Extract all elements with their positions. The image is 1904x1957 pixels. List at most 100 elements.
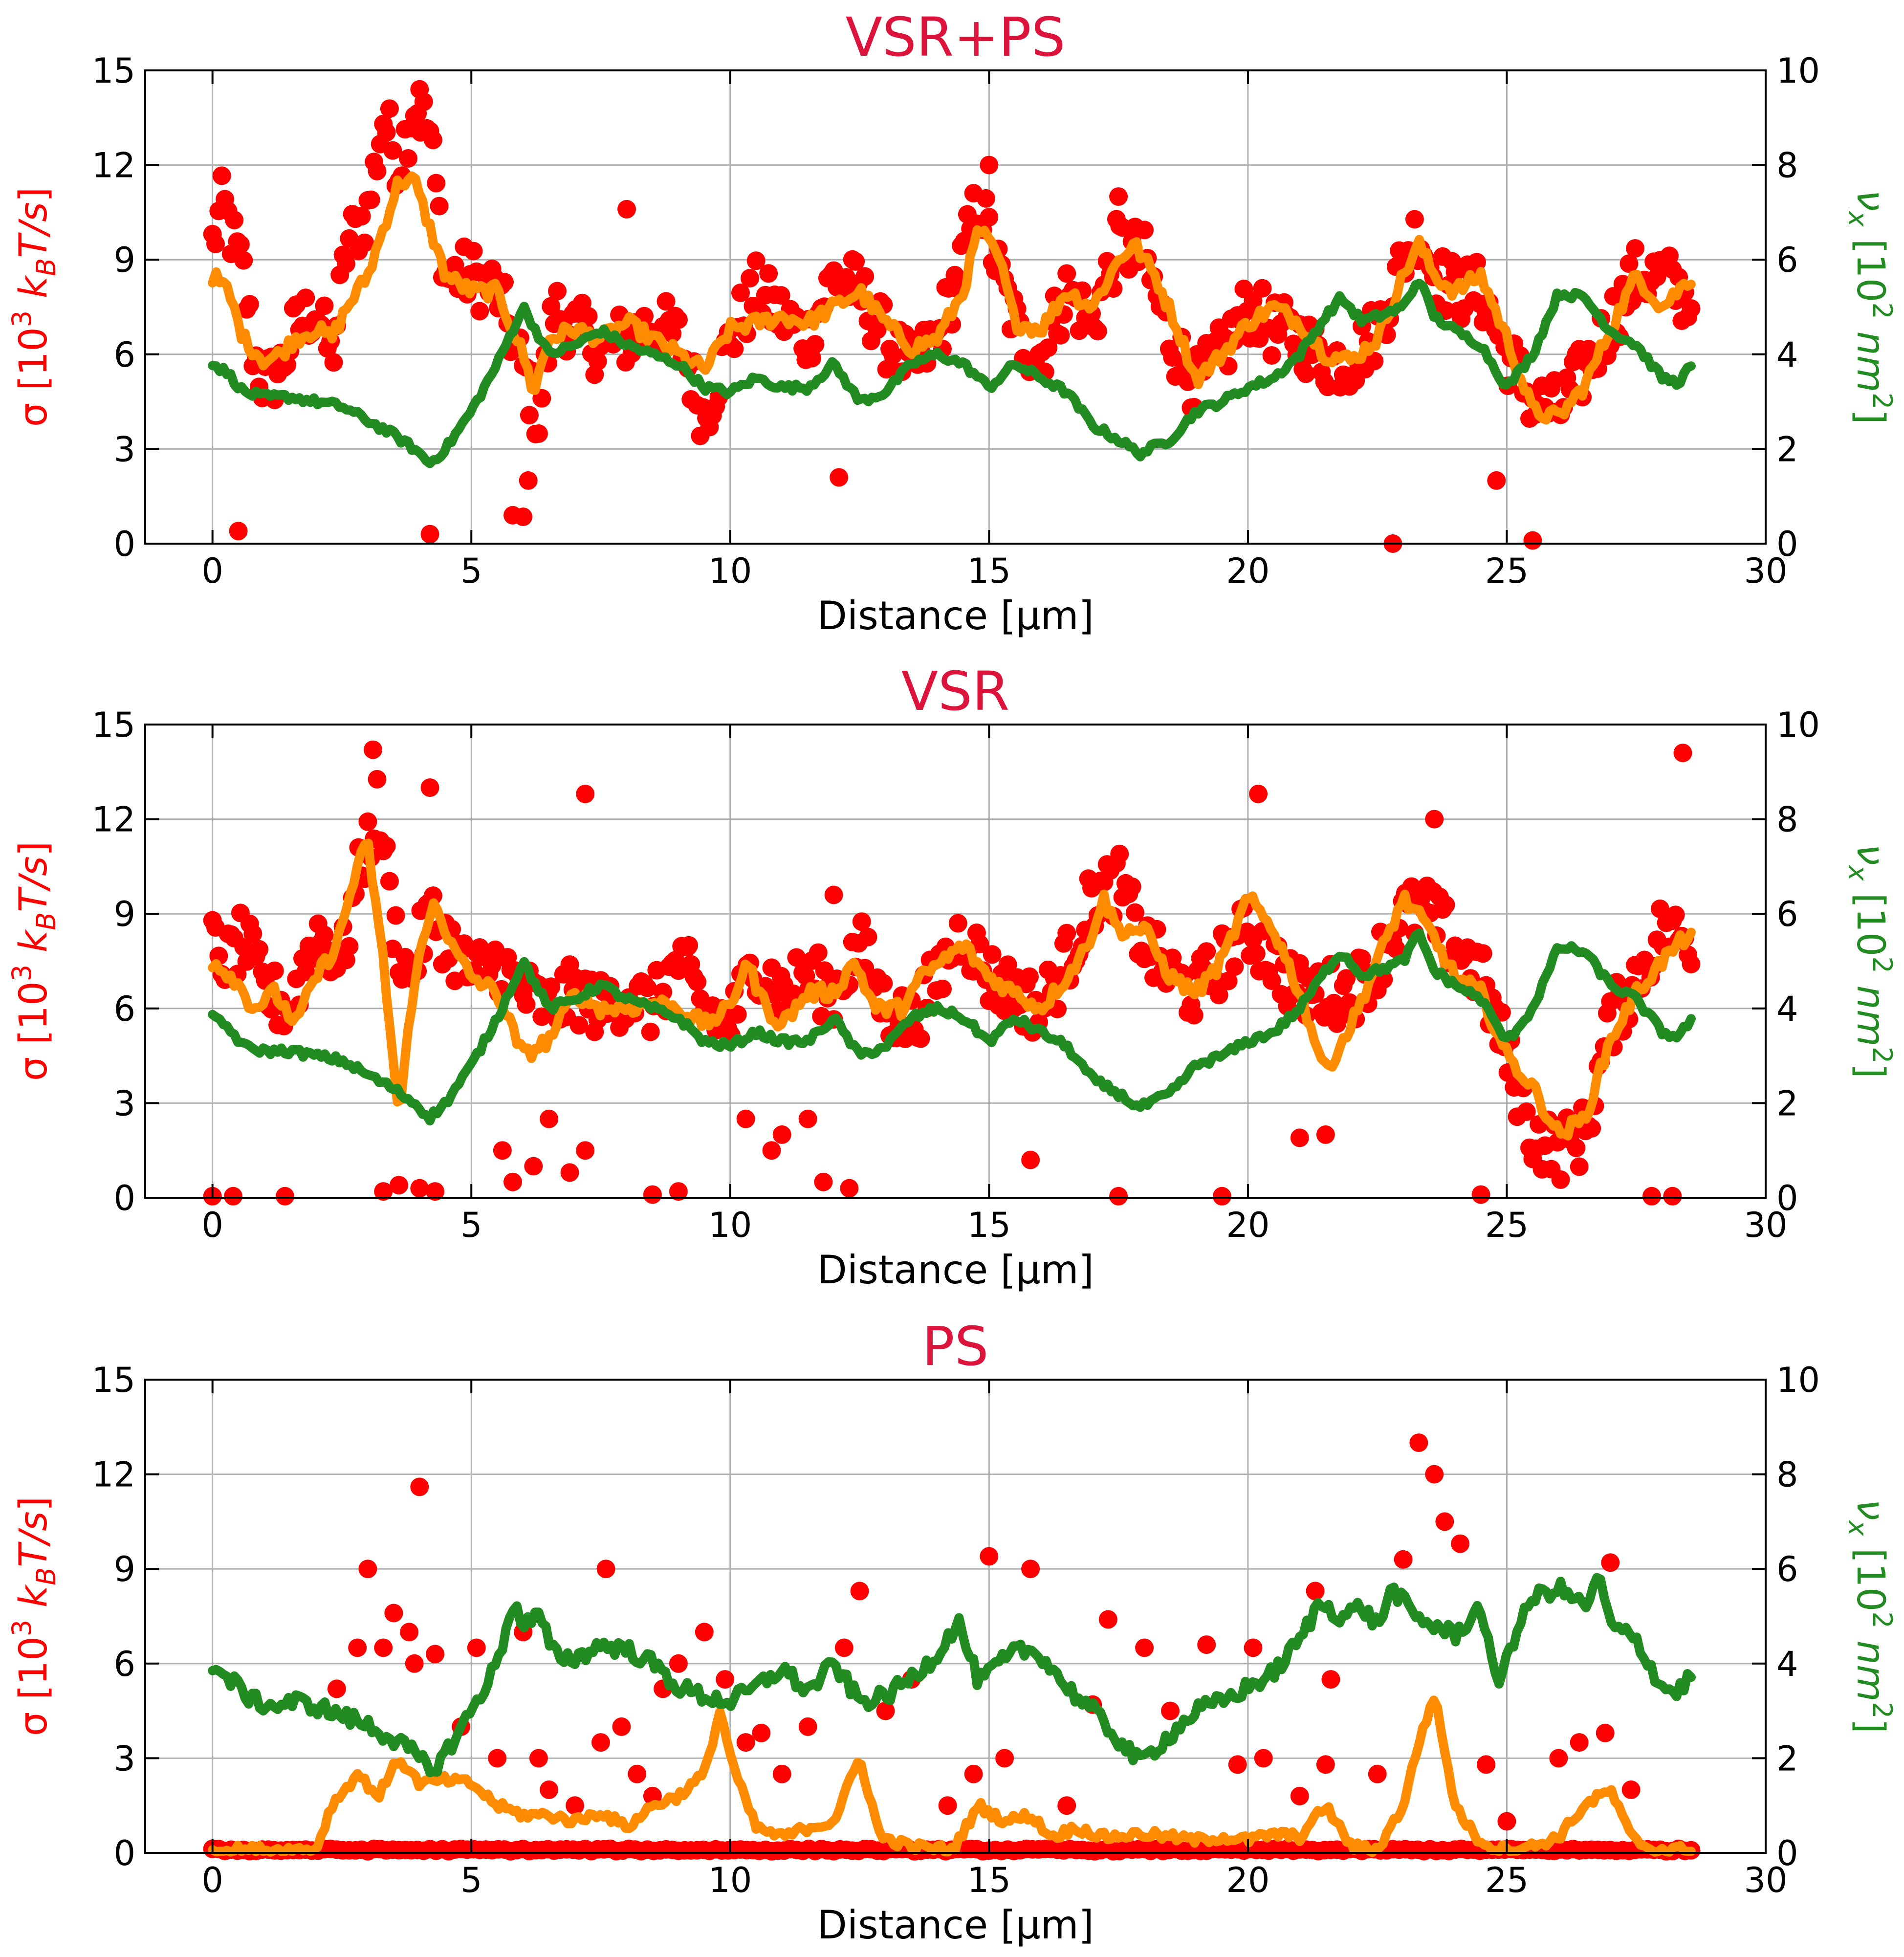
data-point xyxy=(1247,944,1266,963)
data-point xyxy=(240,295,259,314)
data-point xyxy=(883,346,902,365)
data-point xyxy=(503,1172,522,1191)
data-point xyxy=(1497,1812,1516,1831)
data-point xyxy=(977,189,995,208)
right-axis-label: νx [102 nm2] xyxy=(1842,844,1898,1078)
data-point xyxy=(1477,1755,1496,1774)
data-point xyxy=(364,740,382,759)
data-point xyxy=(1244,1638,1263,1657)
data-point xyxy=(1567,1139,1586,1157)
x-tick-label: 25 xyxy=(1485,1860,1529,1900)
data-point xyxy=(206,235,225,253)
data-point xyxy=(324,353,343,372)
data-point xyxy=(771,286,790,305)
data-point xyxy=(772,1125,791,1144)
y-tick-label-right: 0 xyxy=(1776,1833,1798,1873)
data-point xyxy=(410,80,429,99)
data-point xyxy=(1262,971,1281,990)
data-point xyxy=(1212,1187,1231,1206)
data-point xyxy=(612,1717,631,1736)
sigma-smoothed-line xyxy=(208,838,1696,1141)
data-point xyxy=(1409,1433,1428,1452)
x-tick-label: 0 xyxy=(201,1205,223,1245)
data-point xyxy=(948,914,967,933)
sigma-smoothed-line xyxy=(208,1695,1696,1857)
data-point xyxy=(772,1764,791,1783)
data-point xyxy=(405,1654,424,1673)
left-axis-label: σ [103 kBT/s] xyxy=(6,841,62,1081)
data-point xyxy=(380,99,399,118)
plot-frame xyxy=(144,724,1767,1199)
data-point xyxy=(231,235,250,254)
chart-title: PS xyxy=(922,1315,988,1378)
data-point xyxy=(1467,253,1486,272)
data-point xyxy=(1088,322,1107,341)
y-tick-label-right: 8 xyxy=(1776,1455,1798,1495)
data-point xyxy=(383,141,402,160)
data-point xyxy=(803,349,822,368)
data-point xyxy=(669,1654,688,1673)
left-axis-label: σ [103 kBT/s] xyxy=(6,187,62,427)
data-point xyxy=(426,1182,445,1201)
data-point xyxy=(591,1733,610,1752)
data-point xyxy=(540,1780,559,1799)
x-tick-label: 20 xyxy=(1226,1205,1269,1245)
data-point xyxy=(296,963,315,981)
data-point xyxy=(669,310,688,329)
x-axis-label: Distance [μm] xyxy=(817,1247,1094,1293)
data-point xyxy=(1337,969,1356,988)
y-tick-label-left: 3 xyxy=(113,429,135,469)
data-point xyxy=(488,1749,507,1768)
data-point xyxy=(579,307,598,326)
data-point xyxy=(638,978,657,997)
data-point xyxy=(995,1749,1014,1768)
data-point xyxy=(348,1638,367,1657)
data-point xyxy=(736,1733,755,1752)
y-tick-label-left: 9 xyxy=(113,240,135,280)
data-point xyxy=(1110,844,1129,863)
data-point xyxy=(1296,364,1315,383)
y-tick-label-right: 2 xyxy=(1776,429,1798,469)
data-point xyxy=(1436,895,1455,914)
data-point xyxy=(1673,744,1692,763)
data-point xyxy=(560,1163,579,1182)
data-point xyxy=(1051,326,1070,345)
data-point xyxy=(540,1109,559,1128)
data-point xyxy=(1642,1187,1661,1206)
data-point xyxy=(529,1749,548,1768)
data-point xyxy=(368,162,387,180)
y-tick-label-left: 9 xyxy=(113,894,135,934)
data-point xyxy=(762,1141,781,1160)
data-point xyxy=(514,507,533,527)
data-point xyxy=(520,406,539,425)
data-point xyxy=(1435,1512,1454,1531)
data-point xyxy=(355,233,374,252)
left-axis-label: σ [103 kBT/s] xyxy=(6,1496,62,1736)
x-tick-label: 15 xyxy=(967,1860,1011,1900)
data-point xyxy=(1570,1157,1589,1176)
data-point xyxy=(1570,1733,1589,1752)
data-point xyxy=(566,1796,585,1815)
data-point xyxy=(368,770,387,789)
data-point xyxy=(1626,239,1645,258)
data-point xyxy=(410,1179,429,1198)
y-tick-label-right: 2 xyxy=(1776,1083,1798,1123)
x-tick-label: 30 xyxy=(1744,551,1787,591)
data-point xyxy=(296,288,315,308)
data-point xyxy=(225,211,244,230)
x-tick-label: 20 xyxy=(1226,1860,1269,1900)
y-tick-label-right: 6 xyxy=(1776,240,1798,280)
x-tick-label: 30 xyxy=(1744,1205,1787,1245)
data-point xyxy=(340,937,359,956)
data-point xyxy=(1109,187,1128,206)
y-tick-label-right: 6 xyxy=(1776,1549,1798,1589)
data-point xyxy=(663,324,682,343)
data-point xyxy=(850,1582,869,1601)
data-point xyxy=(361,190,380,209)
x-axis-label: Distance [μm] xyxy=(817,593,1094,638)
y-tick-label-right: 8 xyxy=(1776,800,1798,840)
x-axis-label: Distance [μm] xyxy=(817,1902,1094,1948)
data-point xyxy=(728,1005,747,1024)
data-point xyxy=(998,955,1017,974)
y-tick-label-left: 15 xyxy=(92,705,135,745)
